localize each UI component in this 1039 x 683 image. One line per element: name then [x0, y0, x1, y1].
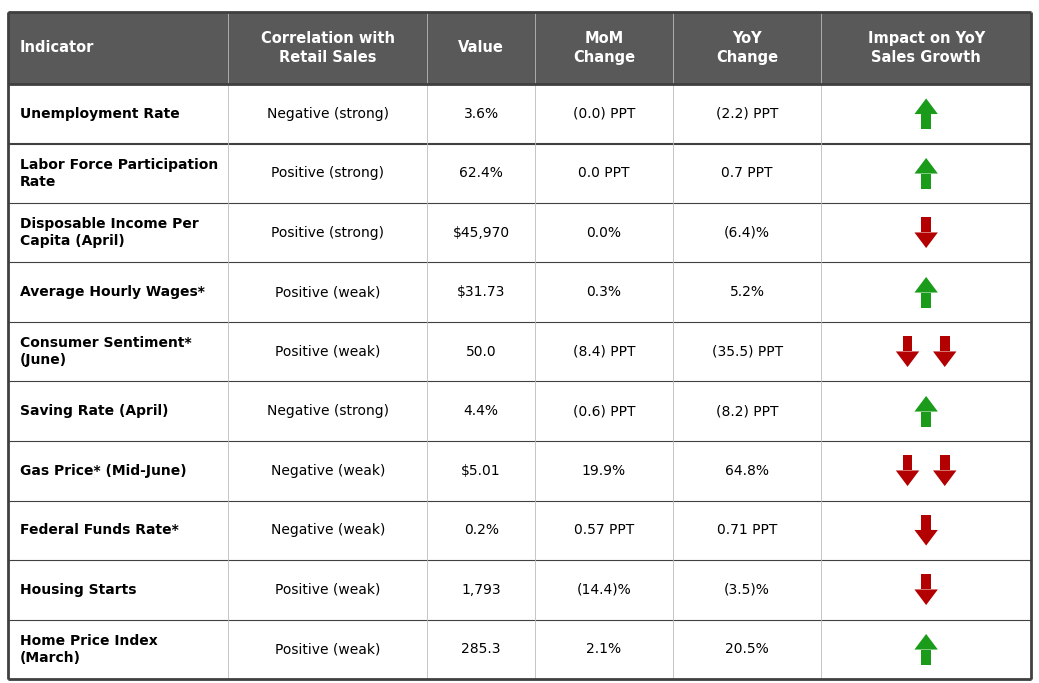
Polygon shape [914, 158, 938, 173]
Polygon shape [933, 352, 957, 367]
Text: (6.4)%: (6.4)% [724, 226, 770, 240]
Text: (8.4) PPT: (8.4) PPT [572, 345, 635, 359]
Text: (35.5) PPT: (35.5) PPT [712, 345, 782, 359]
Text: Negative (strong): Negative (strong) [267, 107, 389, 121]
Text: Negative (weak): Negative (weak) [270, 464, 384, 477]
Text: Federal Funds Rate*: Federal Funds Rate* [20, 523, 179, 538]
Text: Positive (weak): Positive (weak) [275, 345, 380, 359]
Polygon shape [903, 456, 912, 471]
Polygon shape [896, 352, 920, 367]
Bar [8, 382, 1031, 441]
Text: YoY
Change: YoY Change [716, 31, 778, 65]
Polygon shape [922, 217, 931, 232]
Polygon shape [914, 232, 938, 248]
Bar [8, 143, 1031, 203]
Text: 50.0: 50.0 [465, 345, 497, 359]
Text: Positive (weak): Positive (weak) [275, 583, 380, 597]
Text: Disposable Income Per
Capita (April): Disposable Income Per Capita (April) [20, 217, 198, 249]
Text: 2.1%: 2.1% [586, 642, 621, 656]
Text: 0.0%: 0.0% [586, 226, 621, 240]
Text: Negative (strong): Negative (strong) [267, 404, 389, 418]
Text: 0.3%: 0.3% [586, 285, 621, 299]
Bar [8, 322, 1031, 382]
Polygon shape [940, 456, 950, 471]
Text: 0.0 PPT: 0.0 PPT [578, 166, 630, 180]
Text: Labor Force Participation
Rate: Labor Force Participation Rate [20, 158, 218, 189]
Text: (3.5)%: (3.5)% [724, 583, 770, 597]
Text: $5.01: $5.01 [461, 464, 501, 477]
Bar [8, 84, 1031, 143]
Polygon shape [922, 515, 931, 530]
Text: Value: Value [458, 40, 504, 55]
Polygon shape [922, 574, 931, 589]
Text: Negative (weak): Negative (weak) [270, 523, 384, 538]
Polygon shape [922, 173, 931, 189]
Polygon shape [940, 337, 950, 352]
Polygon shape [896, 471, 920, 486]
Bar [8, 501, 1031, 560]
Text: 1,793: 1,793 [461, 583, 501, 597]
Text: 0.71 PPT: 0.71 PPT [717, 523, 777, 538]
Text: Housing Starts: Housing Starts [20, 583, 136, 597]
Text: (0.0) PPT: (0.0) PPT [572, 107, 635, 121]
Bar [8, 12, 1031, 84]
Text: Positive (weak): Positive (weak) [275, 642, 380, 656]
Text: 5.2%: 5.2% [729, 285, 765, 299]
Text: 0.7 PPT: 0.7 PPT [721, 166, 773, 180]
Text: Correlation with
Retail Sales: Correlation with Retail Sales [261, 31, 395, 65]
Polygon shape [933, 471, 957, 486]
Text: Positive (strong): Positive (strong) [271, 166, 384, 180]
Text: Positive (weak): Positive (weak) [275, 285, 380, 299]
Polygon shape [914, 277, 938, 292]
Polygon shape [914, 530, 938, 546]
Text: 4.4%: 4.4% [463, 404, 499, 418]
Text: (14.4)%: (14.4)% [577, 583, 632, 597]
Bar [8, 203, 1031, 262]
Polygon shape [914, 589, 938, 605]
Bar [8, 560, 1031, 619]
Polygon shape [914, 396, 938, 412]
Text: 20.5%: 20.5% [725, 642, 769, 656]
Polygon shape [914, 98, 938, 114]
Text: (2.2) PPT: (2.2) PPT [716, 107, 778, 121]
Text: (8.2) PPT: (8.2) PPT [716, 404, 778, 418]
Text: 0.57 PPT: 0.57 PPT [574, 523, 634, 538]
Text: Impact on YoY
Sales Growth: Impact on YoY Sales Growth [868, 31, 985, 65]
Bar [8, 441, 1031, 501]
Bar [8, 262, 1031, 322]
Polygon shape [922, 292, 931, 307]
Text: $45,970: $45,970 [453, 226, 510, 240]
Text: Home Price Index
(March): Home Price Index (March) [20, 634, 158, 665]
Polygon shape [922, 114, 931, 129]
Text: $31.73: $31.73 [457, 285, 505, 299]
Text: 3.6%: 3.6% [463, 107, 499, 121]
Text: 285.3: 285.3 [461, 642, 501, 656]
Polygon shape [914, 634, 938, 650]
Polygon shape [922, 650, 931, 665]
Text: Consumer Sentiment*
(June): Consumer Sentiment* (June) [20, 336, 191, 367]
Bar [8, 619, 1031, 679]
Text: Indicator: Indicator [20, 40, 95, 55]
Polygon shape [903, 337, 912, 352]
Text: 19.9%: 19.9% [582, 464, 625, 477]
Polygon shape [922, 412, 931, 427]
Text: Gas Price* (Mid-June): Gas Price* (Mid-June) [20, 464, 187, 477]
Text: Positive (strong): Positive (strong) [271, 226, 384, 240]
Text: Unemployment Rate: Unemployment Rate [20, 107, 180, 121]
Text: 64.8%: 64.8% [725, 464, 769, 477]
Text: (0.6) PPT: (0.6) PPT [572, 404, 635, 418]
Text: 0.2%: 0.2% [463, 523, 499, 538]
Text: Saving Rate (April): Saving Rate (April) [20, 404, 168, 418]
Text: Average Hourly Wages*: Average Hourly Wages* [20, 285, 205, 299]
Text: 62.4%: 62.4% [459, 166, 503, 180]
Text: MoM
Change: MoM Change [572, 31, 635, 65]
